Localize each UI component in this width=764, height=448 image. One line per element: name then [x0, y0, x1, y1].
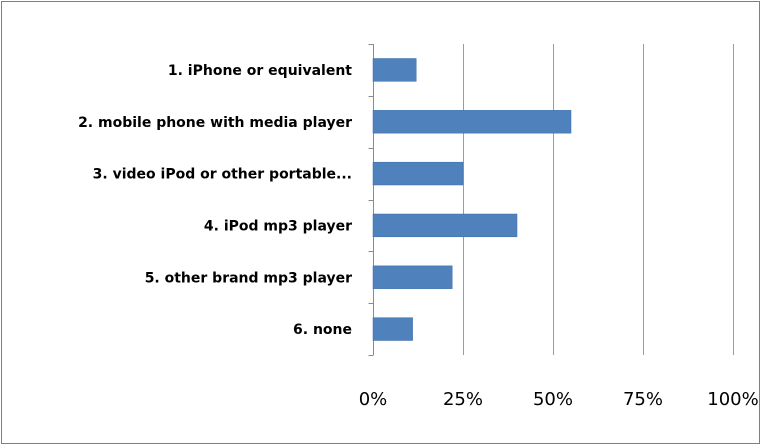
category-label-2: 2. mobile phone with media player — [78, 115, 352, 131]
category-label-3: 3. video iPod or other portable... — [93, 167, 352, 183]
category-label-5: 5. other brand mp3 player — [145, 270, 352, 286]
bar-6 — [372, 317, 413, 341]
category-label-1: 1. iPhone or equivalent — [168, 63, 352, 79]
category-axis — [368, 44, 374, 356]
x-tick-label-100: 100% — [707, 389, 758, 410]
bar-2 — [372, 110, 572, 134]
bar-5 — [372, 265, 453, 289]
bar-1 — [372, 58, 417, 82]
bar-4 — [372, 213, 518, 238]
bar-3 — [372, 161, 464, 186]
category-label-4: 4. iPod mp3 player — [204, 218, 352, 234]
category-labels: 1. iPhone or equivalent 2. mobile phone w… — [78, 63, 352, 338]
x-tick-label-50: 50% — [533, 389, 573, 410]
gridlines — [463, 44, 734, 355]
x-tick-label-0: 0% — [359, 389, 388, 410]
bars — [372, 58, 572, 341]
x-tick-labels: 0% 25% 50% 75% 100% — [359, 389, 759, 410]
x-tick-label-75: 75% — [623, 389, 663, 410]
x-tick-label-25: 25% — [443, 389, 483, 410]
category-label-6: 6. none — [293, 322, 352, 338]
